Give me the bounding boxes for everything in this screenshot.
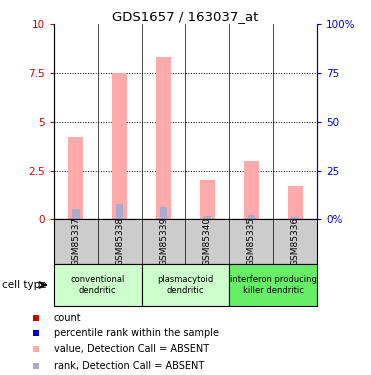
Text: conventional
dendritic: conventional dendritic	[70, 275, 125, 295]
Text: cell type: cell type	[2, 280, 46, 290]
Text: percentile rank within the sample: percentile rank within the sample	[54, 328, 219, 338]
FancyBboxPatch shape	[54, 264, 142, 306]
Bar	[204, 216, 211, 219]
Text: rank, Detection Call = ABSENT: rank, Detection Call = ABSENT	[54, 361, 204, 371]
Bar	[156, 57, 171, 219]
Bar	[68, 138, 83, 219]
FancyBboxPatch shape	[142, 264, 229, 306]
Bar	[200, 180, 215, 219]
Text: plasmacytoid
dendritic: plasmacytoid dendritic	[157, 275, 214, 295]
Text: GSM85335: GSM85335	[247, 217, 256, 267]
Bar	[116, 204, 124, 219]
FancyBboxPatch shape	[229, 264, 317, 306]
Title: GDS1657 / 163037_at: GDS1657 / 163037_at	[112, 10, 259, 23]
Text: count: count	[54, 313, 81, 323]
Bar	[247, 216, 255, 219]
Text: GSM85337: GSM85337	[71, 217, 80, 267]
Text: GSM85339: GSM85339	[159, 217, 168, 267]
Bar	[160, 207, 167, 219]
Text: value, Detection Call = ABSENT: value, Detection Call = ABSENT	[54, 344, 209, 354]
Text: GSM85340: GSM85340	[203, 217, 212, 266]
Bar	[72, 209, 80, 219]
Bar	[244, 161, 259, 219]
Bar	[291, 217, 299, 219]
Bar	[112, 73, 127, 219]
Text: GSM85336: GSM85336	[291, 217, 300, 267]
FancyBboxPatch shape	[54, 219, 317, 264]
Bar	[288, 186, 303, 219]
Text: interferon producing
killer dendritic: interferon producing killer dendritic	[230, 275, 317, 295]
Text: GSM85338: GSM85338	[115, 217, 124, 267]
